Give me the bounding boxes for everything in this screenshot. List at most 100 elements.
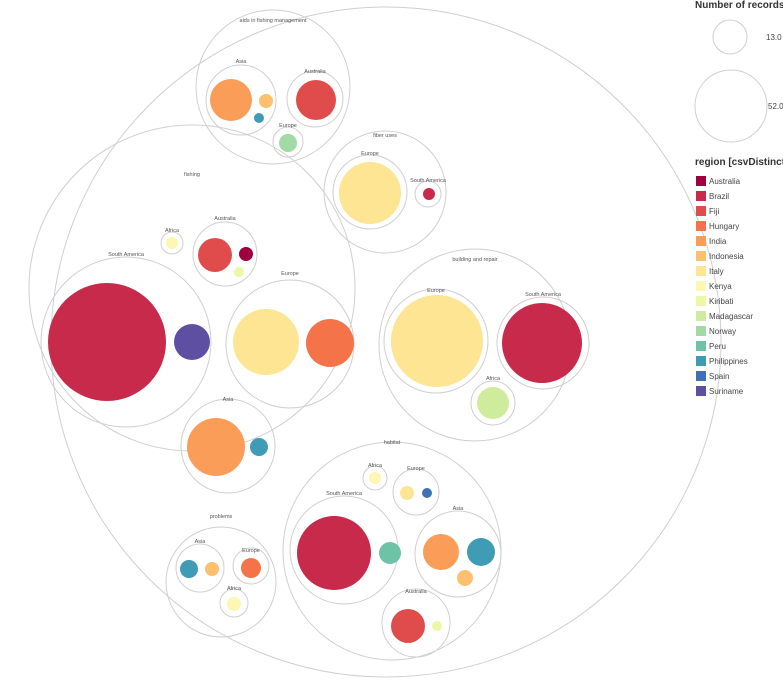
subgroup-circle-fishing-south-america[interactable] [40,256,212,428]
bubble-habitat-asia-india[interactable] [423,534,459,570]
bubble-habitat-australia-kiribati[interactable] [432,621,442,631]
group-label-fiber-uses: fiber uses [373,133,397,139]
bubble-problems-europe-hungary[interactable] [241,558,261,578]
subgroup-circle-building-and-repair-africa[interactable] [470,380,516,426]
legend-swatch-madagascar [696,311,706,321]
legend-swatch-kenya [696,281,706,291]
bubble-fishing-europe-hungary[interactable] [306,319,354,367]
bubble-aids-in-fishing-management-europe-norway[interactable] [279,134,297,152]
group-circle-problems[interactable] [165,526,277,638]
legend-label-italy: Italy [709,267,724,276]
legend-label-australia: Australia [709,177,741,186]
group-label-aids-in-fishing-management: aids in fishing management [240,18,307,24]
bubble-problems-asia-indonesia[interactable] [205,562,219,576]
subgroup-circle-aids-in-fishing-management-asia[interactable] [205,64,277,136]
size-legend-circle [694,69,768,143]
subgroup-circle-building-and-repair-europe[interactable] [383,288,489,394]
subgroup-label-problems-africa: Africa [227,586,242,592]
bubble-fishing-south-america-brazil[interactable] [48,283,166,401]
subgroup-label-fishing-south-america: South America [108,252,145,258]
subgroup-circle-fishing-africa[interactable] [160,231,184,255]
legend-label-fiji: Fiji [709,207,719,216]
subgroup-label-building-and-repair-europe: Europe [427,288,445,294]
subgroup-circle-habitat-australia[interactable] [381,588,451,658]
legend-label-indonesia: Indonesia [709,252,744,261]
legend-label-madagascar: Madagascar [709,312,753,321]
bubble-habitat-south-america-peru[interactable] [379,542,401,564]
subgroup-label-fiber-uses-south-america: South America [410,178,447,184]
bubble-habitat-asia-philippines[interactable] [467,538,495,566]
bubble-habitat-europe-italy[interactable] [400,486,414,500]
subgroup-label-habitat-africa: Africa [368,463,383,469]
legend-label-india: India [709,237,727,246]
bubble-fishing-south-america-suriname[interactable] [174,324,210,360]
size-legend-value: 13.0 [766,33,782,42]
legend-label-spain: Spain [709,372,729,381]
subgroup-circle-habitat-europe[interactable] [392,468,440,516]
subgroup-label-building-and-repair-south-america: South America [525,292,562,298]
bubble-aids-in-fishing-management-asia-indonesia[interactable] [259,94,273,108]
bubble-building-and-repair-europe-italy[interactable] [391,295,483,387]
subgroup-label-aids-in-fishing-management-asia: Asia [236,59,248,65]
subgroup-label-fishing-europe: Europe [281,271,299,277]
subgroup-circle-problems-africa[interactable] [219,588,249,618]
bubble-aids-in-fishing-management-australia-fiji[interactable] [296,80,336,120]
subgroup-circle-problems-europe[interactable] [232,547,270,585]
subgroup-circle-aids-in-fishing-management-australia[interactable] [286,70,344,128]
legend-label-brazil: Brazil [709,192,729,201]
bubble-fishing-australia-australia[interactable] [239,247,253,261]
legend-swatch-indonesia [696,251,706,261]
subgroup-circle-fishing-australia[interactable] [192,221,258,287]
subgroup-label-problems-asia: Asia [195,539,207,545]
subgroup-label-habitat-europe: Europe [407,466,425,472]
bubble-problems-africa-kenya[interactable] [227,597,241,611]
group-label-habitat: habitat [384,440,401,446]
bubble-aids-in-fishing-management-asia-philippines[interactable] [254,113,264,123]
legend-swatch-norway [696,326,706,336]
bubble-problems-asia-philippines[interactable] [180,560,198,578]
subgroup-label-building-and-repair-africa: Africa [486,376,501,382]
subgroup-circle-habitat-africa[interactable] [362,465,388,491]
legend-swatch-peru [696,341,706,351]
subgroup-circle-problems-asia[interactable] [175,543,225,593]
bubble-fishing-africa-kenya[interactable] [166,237,178,249]
subgroup-label-aids-in-fishing-management-australia: Australia [304,69,326,75]
legend-swatch-spain [696,371,706,381]
subgroup-circle-habitat-asia[interactable] [414,510,502,598]
subgroup-circle-aids-in-fishing-management-europe[interactable] [272,126,304,158]
bubble-building-and-repair-africa-madagascar[interactable] [477,387,509,419]
group-circle-aids-in-fishing-management[interactable] [195,9,351,165]
bubble-fishing-australia-fiji[interactable] [198,238,232,272]
bubble-building-and-repair-south-america-brazil[interactable] [502,303,582,383]
bubble-fishing-europe-italy[interactable] [233,309,299,375]
legend-label-suriname: Suriname [709,387,744,396]
legend-label-kiribati: Kiribati [709,297,734,306]
legend-swatch-brazil [696,191,706,201]
size-legend-value: 52.0 [768,102,783,111]
bubble-habitat-asia-indonesia[interactable] [457,570,473,586]
subgroup-circle-fiber-uses-europe[interactable] [332,154,408,230]
bubble-habitat-south-america-brazil[interactable] [297,516,371,590]
size-legend-circle [712,19,748,55]
subgroup-circle-fiber-uses-south-america[interactable] [414,180,442,208]
color-legend-title: region [csvDistinct] [695,157,783,168]
subgroup-label-fishing-australia: Australia [214,216,236,222]
bubble-aids-in-fishing-management-asia-india[interactable] [210,79,252,121]
legend-label-norway: Norway [709,327,736,336]
bubble-fishing-australia-kiribati[interactable] [234,267,244,277]
size-legend-title: Number of records [695,0,783,11]
subgroup-circle-building-and-repair-south-america[interactable] [496,296,590,390]
bubble-habitat-africa-kenya[interactable] [369,472,381,484]
bubble-fishing-asia-india[interactable] [187,418,245,476]
legend-label-philippines: Philippines [709,357,748,366]
bubble-fishing-asia-philippines[interactable] [250,438,268,456]
subgroup-circle-fishing-europe[interactable] [225,279,355,409]
bubble-fiber-uses-south-america-brazil[interactable] [423,188,435,200]
bubble-habitat-europe-spain[interactable] [422,488,432,498]
bubble-fiber-uses-europe-italy[interactable] [339,162,401,224]
subgroup-circle-fishing-asia[interactable] [180,398,276,494]
legend-label-kenya: Kenya [709,282,732,291]
legend-swatch-philippines [696,356,706,366]
bubble-habitat-australia-fiji[interactable] [391,609,425,643]
